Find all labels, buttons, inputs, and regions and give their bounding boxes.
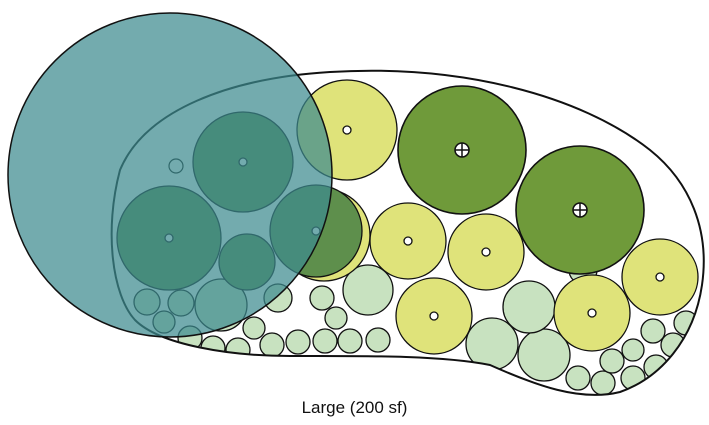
groundcover-plant <box>337 328 363 354</box>
groundcover-plant <box>565 365 591 391</box>
groundcover-plant <box>643 354 669 380</box>
canopy-tree <box>7 12 333 338</box>
groundcover-plant <box>242 316 266 340</box>
groundcover-plant <box>599 348 625 374</box>
groundcover-plant <box>342 264 394 316</box>
plant-center-marker <box>342 125 352 135</box>
groundcover-plant <box>259 332 285 358</box>
groundcover-plant <box>324 306 348 330</box>
planting-bed-outline <box>110 69 705 396</box>
groundcover-plant <box>365 327 391 353</box>
groundcover-plant <box>225 337 251 363</box>
diagram-caption: Large (200 sf) <box>301 398 408 417</box>
plant-center-marker <box>655 272 665 282</box>
groundcover-plant <box>502 280 556 334</box>
plant-center-marker <box>481 247 491 257</box>
plant-center-marker <box>587 308 597 318</box>
groundcover-plant <box>312 328 338 354</box>
groundcover-plant <box>640 318 666 344</box>
groundcover-plant <box>285 329 311 355</box>
groundcover-plant <box>590 370 616 395</box>
groundcover-plant <box>621 338 645 362</box>
plant-center-marker <box>403 236 413 246</box>
planting-bed-diagram <box>7 12 705 396</box>
groundcover-plant <box>309 285 335 311</box>
groundcover-plant <box>650 371 672 393</box>
plant-center-marker <box>429 311 439 321</box>
